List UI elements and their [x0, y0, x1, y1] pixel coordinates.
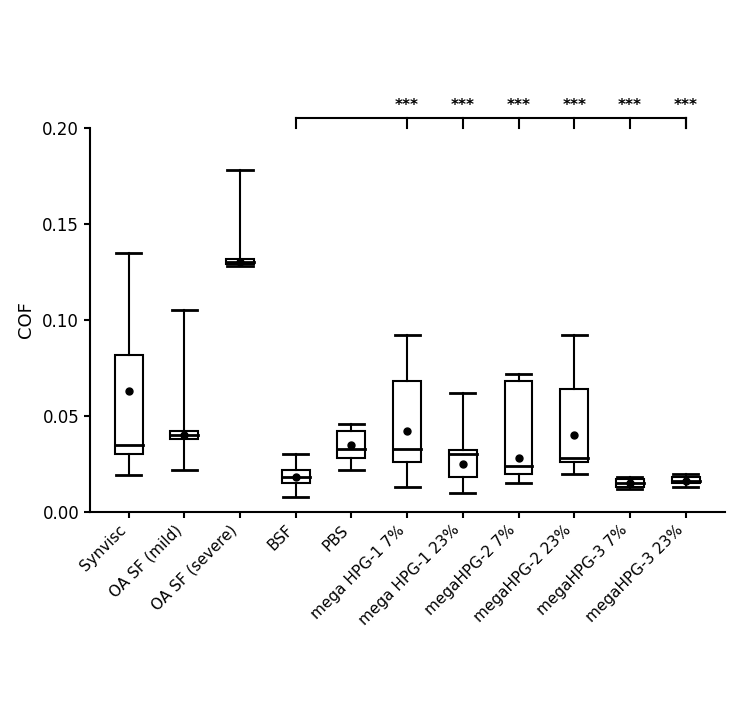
Bar [226, 259, 254, 264]
Bar [282, 470, 310, 483]
Text: ***: *** [450, 97, 475, 112]
Bar [504, 381, 533, 474]
Text: ***: *** [618, 97, 642, 112]
Bar [393, 381, 421, 462]
Y-axis label: COF: COF [17, 301, 35, 338]
Text: ***: *** [395, 97, 419, 112]
Bar [672, 477, 699, 483]
Text: ***: *** [674, 97, 698, 112]
Bar [560, 389, 588, 462]
Bar [616, 479, 644, 487]
Bar [338, 432, 365, 458]
Bar [170, 432, 198, 439]
Bar [115, 355, 143, 454]
Bar [449, 451, 477, 477]
Text: ***: *** [506, 97, 530, 112]
Text: ***: *** [562, 97, 586, 112]
